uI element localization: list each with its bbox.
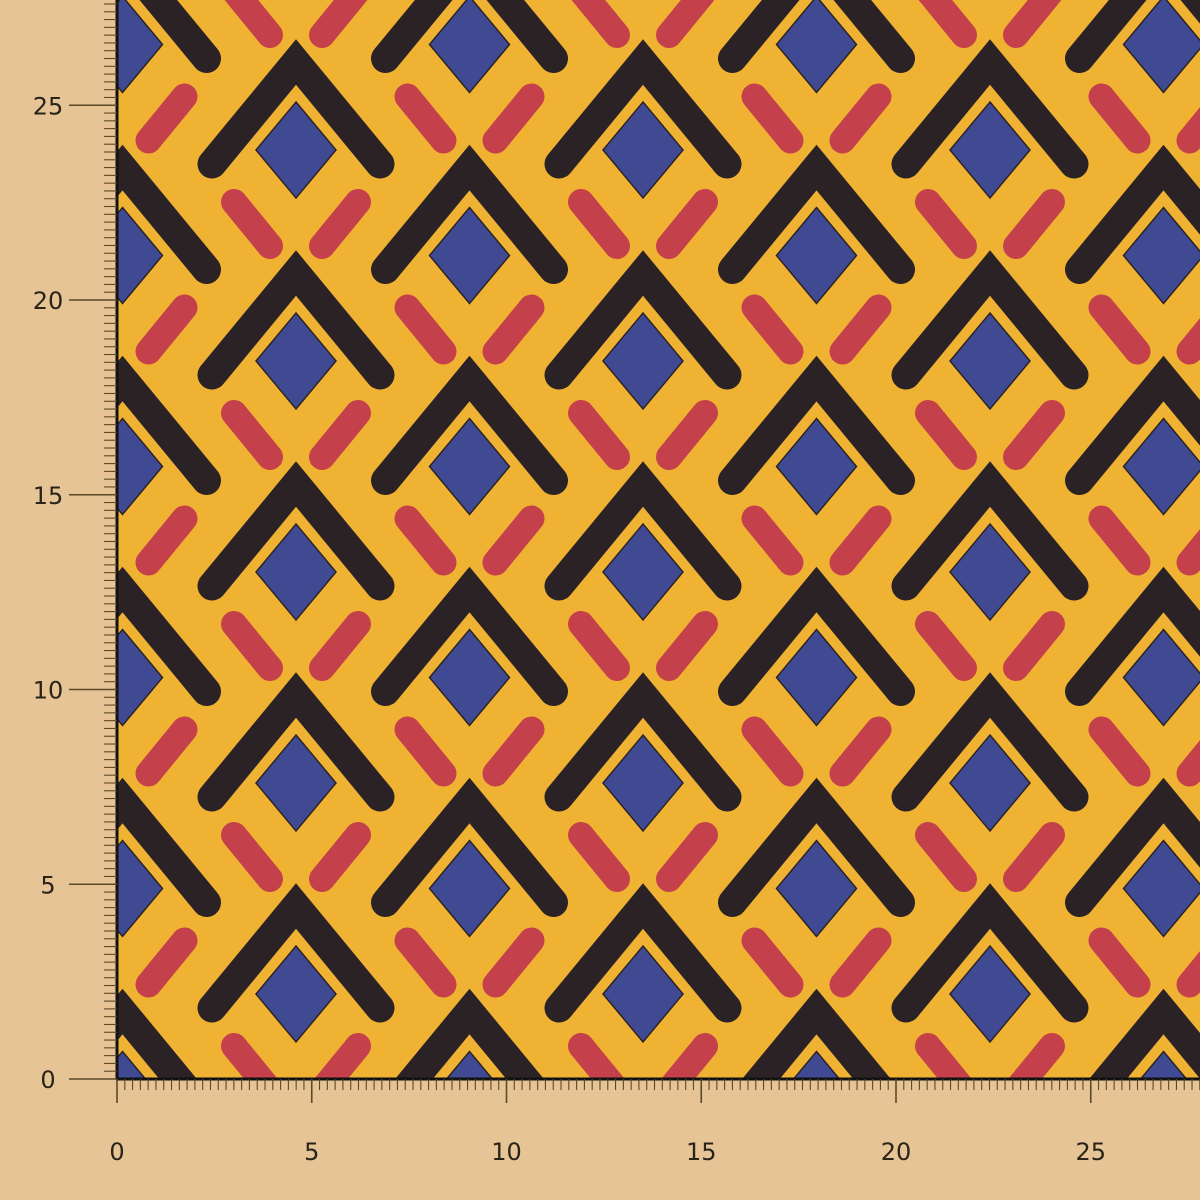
fabric-area — [117, 0, 1200, 1078]
x-ruler-label: 15 — [686, 1138, 717, 1166]
y-ruler-label: 5 — [40, 871, 55, 899]
x-ruler-label: 20 — [881, 1138, 912, 1166]
horizontal-ruler-labels: 0 5 10 15 20 25 — [109, 1138, 1106, 1166]
x-ruler-label: 10 — [491, 1138, 522, 1166]
x-ruler-label: 25 — [1075, 1138, 1106, 1166]
x-ruler-label: 0 — [109, 1138, 124, 1166]
fabric-pattern — [117, 0, 1200, 1078]
y-ruler-label: 15 — [33, 482, 64, 510]
vertical-ruler — [69, 3, 117, 1080]
y-ruler-label: 20 — [33, 287, 64, 315]
horizontal-ruler — [116, 1079, 1200, 1103]
vertical-ruler-labels: 0 5 10 15 20 25 — [33, 92, 64, 1094]
y-ruler-label: 10 — [33, 677, 64, 705]
x-ruler-label: 5 — [304, 1138, 319, 1166]
y-ruler-label: 25 — [33, 92, 64, 120]
y-ruler-label: 0 — [40, 1066, 55, 1094]
